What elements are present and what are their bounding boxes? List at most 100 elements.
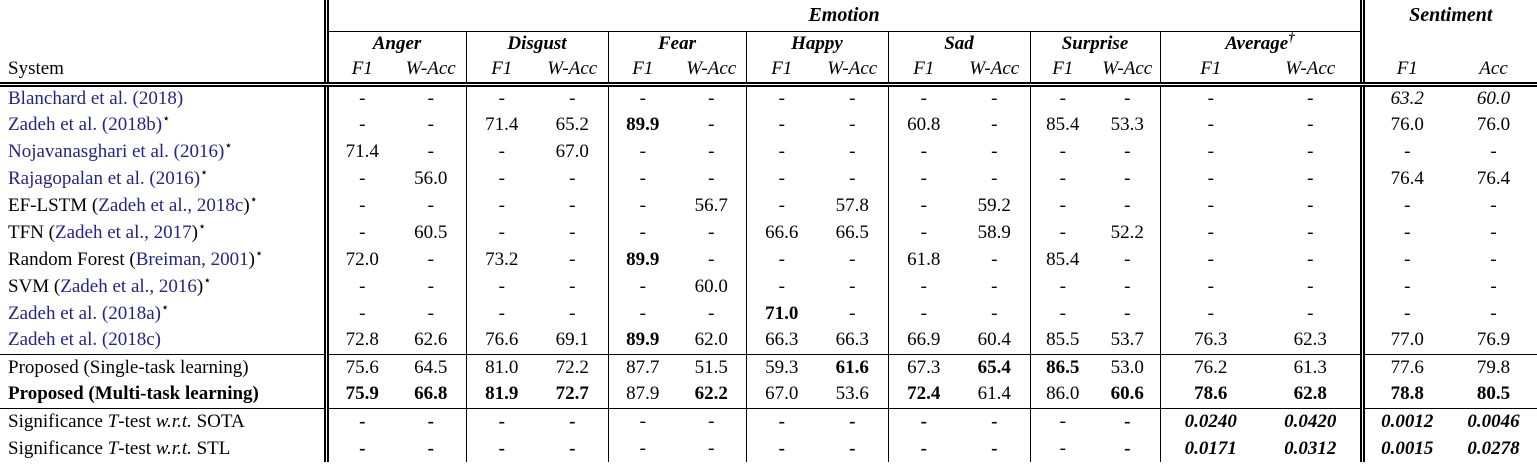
metric-cell: - (1359, 300, 1451, 327)
metric-cell: - (849, 248, 856, 270)
citation-link[interactable]: Zadeh et al., 2016 (60, 275, 197, 297)
metric-cell: - (1159, 246, 1261, 273)
metric-column-header: W-Acc (677, 57, 746, 87)
system-name: Proposed (Single-task learning) (0, 353, 326, 381)
metric-cell: - (1159, 300, 1261, 327)
metric-cell: 89.9 (607, 246, 677, 273)
metric-cell: 87.7 (607, 353, 677, 381)
system-name-text: Proposed (Multi-task learning) (8, 383, 259, 405)
citation-link[interactable]: Zadeh et al., 2018c (98, 194, 244, 216)
metric-cell: - (991, 87, 998, 109)
metric-cell: - (323, 435, 396, 462)
group-header-anger: Anger (323, 31, 466, 57)
metric-cell: 67.0 (745, 381, 817, 408)
metric-cell: - (708, 140, 715, 162)
metric-column-header: W-Acc (1095, 57, 1160, 87)
metric-cell: - (745, 273, 817, 300)
metric-cell: - (465, 84, 537, 111)
metric-cell: 72.8 (323, 327, 396, 354)
table-row: SVM (Zadeh et al., 2016)⋆ - - - - -60.0- - - - - -… (0, 273, 1537, 300)
system-name-text: SVM ( (8, 275, 61, 297)
metric-cell: - (1307, 167, 1314, 189)
system-header-spacer (0, 31, 326, 57)
citation-link[interactable]: Zadeh et al. (2018a) (8, 302, 161, 324)
metric-column-header: F1 (1159, 57, 1261, 87)
metric-cell: - (1490, 248, 1497, 270)
metric-cell: - (887, 138, 959, 165)
citation-link[interactable]: Blanchard et al. (2018) (8, 87, 184, 109)
metric-cell: 89.9 (607, 327, 677, 354)
citation-link[interactable]: Breiman, 2001 (135, 248, 249, 270)
metric-cell: 53.3 (1110, 113, 1144, 135)
metric-cell: - (569, 437, 576, 459)
metric-cell: - (1359, 273, 1451, 300)
system-name: Rajagopalan et al. (2016)⋆ (0, 165, 326, 192)
metric-cell: 53.7 (1110, 329, 1144, 351)
metric-cell: 66.8 (414, 383, 448, 405)
system-name-text: TFN ( (8, 221, 55, 243)
metric-cell: - (1490, 302, 1497, 324)
table-row: Rajagopalan et al. (2016)⋆ -56.0- - - - - - - - -… (0, 165, 1537, 192)
system-name-text: ) (196, 275, 204, 297)
system-name-text: -test (118, 437, 156, 459)
citation-link[interactable]: Zadeh et al. (2018c) (8, 329, 161, 351)
metric-column-header: F1 (465, 57, 537, 87)
metric-cell: - (1307, 248, 1314, 270)
metric-cell: - (849, 113, 856, 135)
metric-cell: - (745, 246, 817, 273)
metric-cell: 0.0015 (1359, 435, 1451, 462)
metric-cell: - (323, 84, 396, 111)
citation-link[interactable]: Zadeh et al., 2017 (54, 221, 192, 243)
table-row: Zadeh et al. (2018a)⋆ - - - - - -71.0- - - - - - - - - (0, 300, 1537, 327)
metric-cell: - (677, 407, 746, 435)
metric-cell: - (1159, 273, 1261, 300)
metric-cell: - (887, 192, 959, 219)
metric-cell: 78.6 (1159, 381, 1261, 408)
system-name-text: w.r.t. (155, 437, 192, 459)
citation-link[interactable]: Rajagopalan et al. (2016) (8, 167, 201, 189)
metric-cell: - (708, 87, 715, 109)
system-name-text: Random Forest ( (8, 248, 136, 270)
metric-cell: 69.1 (555, 329, 589, 351)
metric-cell: 76.6 (465, 327, 537, 354)
metric-cell: - (607, 300, 677, 327)
system-name-text: Proposed (Single-task learning) (8, 356, 249, 378)
metric-cell: - (569, 248, 576, 270)
metric-cell: - (991, 302, 998, 324)
metric-cell: - (465, 219, 537, 246)
metric-cell: - (1029, 407, 1095, 435)
metric-cell: - (1029, 219, 1095, 246)
metric-cell: 0.0312 (1284, 437, 1337, 459)
metric-cell: - (465, 138, 537, 165)
metric-cell: - (959, 407, 1030, 435)
system-name: Significance T-test w.r.t. SOTA (0, 407, 326, 435)
metric-cell: - (427, 113, 434, 135)
metric-cell: 57.8 (835, 194, 869, 216)
metric-cell: - (991, 437, 998, 459)
citation-link[interactable]: Zadeh et al. (2018b) (8, 113, 163, 135)
metric-cell: - (1307, 87, 1314, 109)
system-name-text: ) (243, 194, 250, 216)
metric-cell: - (745, 192, 817, 219)
star-mark: ⋆ (160, 300, 170, 315)
metric-cell: - (887, 165, 959, 192)
emotion-header: Emotion (323, 0, 1365, 32)
metric-cell: 53.6 (835, 383, 869, 405)
metric-cell: - (1029, 138, 1095, 165)
metric-cell: - (1307, 221, 1314, 243)
metric-cell: 86.0 (1029, 381, 1095, 408)
system-name: Zadeh et al. (2018c) (0, 327, 326, 354)
table-body: Blanchard et al. (2018) - - - - - - - - - - - - - - 63.… (0, 84, 1537, 462)
metric-cell: - (745, 111, 817, 138)
metric-cell: - (1029, 165, 1095, 192)
citation-link[interactable]: Nojavanasghari et al. (2016) (8, 140, 225, 162)
table-row: Nojavanasghari et al. (2016)⋆ 71.4- -67.0-… (0, 138, 1537, 165)
metric-cell: 62.6 (414, 329, 448, 351)
metric-cell: - (323, 219, 396, 246)
metric-cell: - (887, 407, 959, 435)
metric-cell: - (1307, 113, 1314, 135)
group-header-fear: Fear (607, 31, 746, 57)
metric-cell: 77.6 (1359, 353, 1451, 381)
metric-cell: - (849, 140, 856, 162)
metric-cell: - (1029, 273, 1095, 300)
